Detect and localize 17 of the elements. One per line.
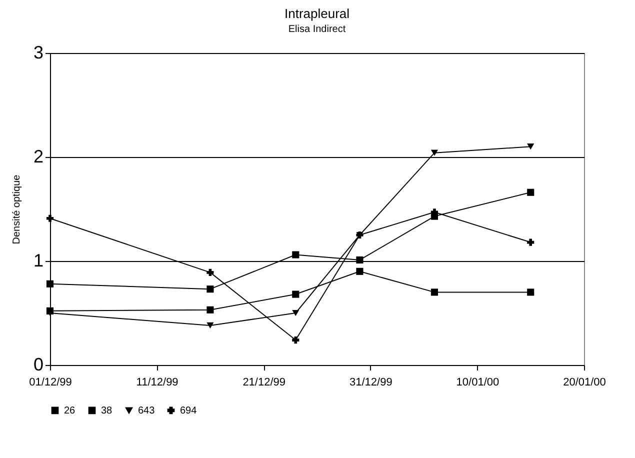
legend-label: 38 xyxy=(101,405,113,416)
legend-label: 694 xyxy=(180,405,198,416)
legend-label: 26 xyxy=(64,405,76,416)
chart-subtitle: Elisa Indirect xyxy=(288,24,346,35)
x-tick-label: 21/12/99 xyxy=(242,376,286,388)
legend-label: 643 xyxy=(138,406,156,416)
chart-title: Intrapleural xyxy=(284,6,350,21)
x-tick-label: 01/12/99 xyxy=(29,376,72,388)
x-tick-label: 11/12/99 xyxy=(136,376,178,388)
x-tick-label: 31/12/99 xyxy=(349,376,392,388)
y-tick-label: 1 xyxy=(33,250,44,270)
x-tick-label: 10/01/00 xyxy=(456,376,500,388)
y-axis-title: Densité optique xyxy=(11,174,22,244)
y-tick-label: 0 xyxy=(33,354,44,374)
y-tick-label: 2 xyxy=(33,146,44,166)
x-tick-label: 20/01/00 xyxy=(563,376,606,388)
y-tick-label: 3 xyxy=(33,42,44,62)
